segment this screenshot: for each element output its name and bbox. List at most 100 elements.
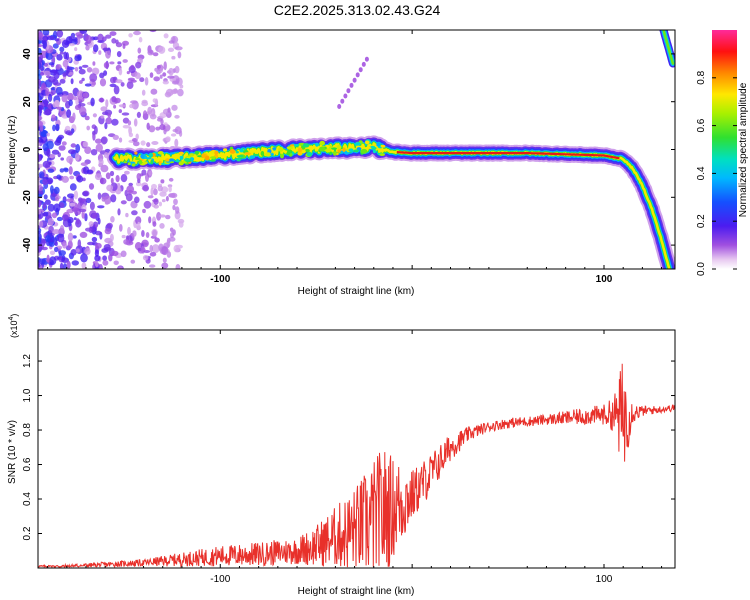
noise-blob (141, 89, 146, 96)
noise-blob (56, 54, 63, 61)
noise-blob (159, 223, 165, 229)
ridge-blob (169, 152, 176, 155)
noise-blob (58, 145, 66, 151)
noise-blob (153, 204, 159, 209)
noise-blob (92, 61, 96, 66)
ridge-blob (175, 159, 180, 163)
noise-blob (163, 61, 167, 71)
noise-blob (71, 260, 80, 266)
noise-blob (97, 217, 101, 225)
ridge-blob (365, 140, 370, 145)
ridge-blob (204, 155, 210, 161)
noise-blob (46, 35, 55, 41)
noise-blob (88, 221, 94, 227)
noise-blob (127, 120, 132, 126)
ridge-blob (315, 142, 319, 147)
ridge-blob (286, 146, 294, 150)
noise-blob (78, 208, 87, 213)
noise-blob (146, 142, 151, 148)
noise-blob (66, 260, 71, 269)
ridge-blob (342, 147, 346, 152)
noise-blob (170, 89, 179, 95)
noise-blob (109, 170, 115, 177)
noise-blob (135, 133, 139, 140)
noise-blob (74, 67, 79, 72)
noise-blob (149, 113, 157, 120)
streak-blob (355, 72, 360, 78)
noise-blob (132, 230, 137, 237)
noise-blob (100, 106, 108, 112)
ridge-blob (157, 151, 164, 155)
ridge-blob (123, 161, 128, 164)
noise-blob (42, 40, 48, 49)
noise-blob (117, 208, 121, 216)
noise-blob (84, 146, 92, 154)
noise-blob (171, 104, 178, 111)
noise-blob (48, 241, 55, 247)
noise-blob (73, 190, 79, 200)
ridge-blob (183, 158, 191, 162)
noise-blob (68, 149, 76, 155)
noise-blob (85, 197, 92, 204)
noise-blob (114, 97, 121, 104)
noise-blob (149, 252, 157, 257)
snr-ylabel: SNR (10 * v/v) (7, 420, 18, 484)
noise-blob (42, 212, 47, 217)
noise-blob (66, 109, 72, 118)
noise-blob (41, 246, 48, 251)
noise-blob (92, 113, 97, 118)
noise-blob (94, 138, 102, 144)
ridge-blob (325, 148, 332, 153)
noise-blob (80, 253, 88, 263)
noise-blob (63, 51, 67, 60)
noise-blob (115, 42, 123, 48)
noise-blob (145, 232, 150, 238)
noise-blob (56, 30, 64, 38)
noise-blob (112, 134, 120, 140)
noise-blob (137, 47, 142, 54)
noise-blob (122, 117, 130, 124)
noise-blob (139, 77, 145, 83)
ridge-blob (235, 151, 239, 154)
ridge-blob (379, 153, 386, 157)
noise-blob (136, 111, 141, 118)
noise-blob (118, 137, 123, 143)
y-tick-label: -20 (22, 190, 33, 205)
noise-blob (141, 101, 149, 107)
noise-blob (56, 136, 63, 141)
noise-blob (78, 103, 86, 107)
noise-blob (46, 148, 51, 158)
noise-blob (61, 94, 68, 103)
noise-blob (97, 40, 105, 44)
noise-blob (104, 227, 112, 235)
noise-blob (51, 114, 56, 122)
noise-blob (102, 255, 107, 261)
noise-blob (46, 140, 54, 150)
noise-blob (175, 264, 181, 269)
noise-blob (113, 260, 119, 266)
noise-blob (173, 198, 178, 205)
noise-blob (59, 51, 64, 55)
noise-blob (70, 78, 74, 85)
x-tick-label: -100 (210, 274, 230, 285)
noise-blob (59, 225, 65, 234)
noise-blob (61, 141, 67, 146)
ridge-blob (301, 149, 306, 154)
noise-blob (86, 125, 90, 131)
noise-blob (98, 264, 103, 269)
ridge-blob (302, 143, 310, 148)
noise-blob (125, 212, 129, 218)
noise-blob (38, 185, 44, 192)
noise-blob (103, 244, 111, 251)
noise-blob (174, 114, 180, 119)
noise-blob (174, 46, 183, 51)
noise-blob (152, 221, 157, 227)
ridge-blob (134, 158, 141, 160)
noise-blob (38, 261, 41, 268)
noise-blob (76, 90, 85, 100)
noise-blob (52, 124, 56, 132)
noise-blob (68, 166, 73, 175)
noise-blob (121, 234, 126, 239)
ridge-blob (376, 142, 381, 147)
ridge-blob (260, 151, 265, 156)
